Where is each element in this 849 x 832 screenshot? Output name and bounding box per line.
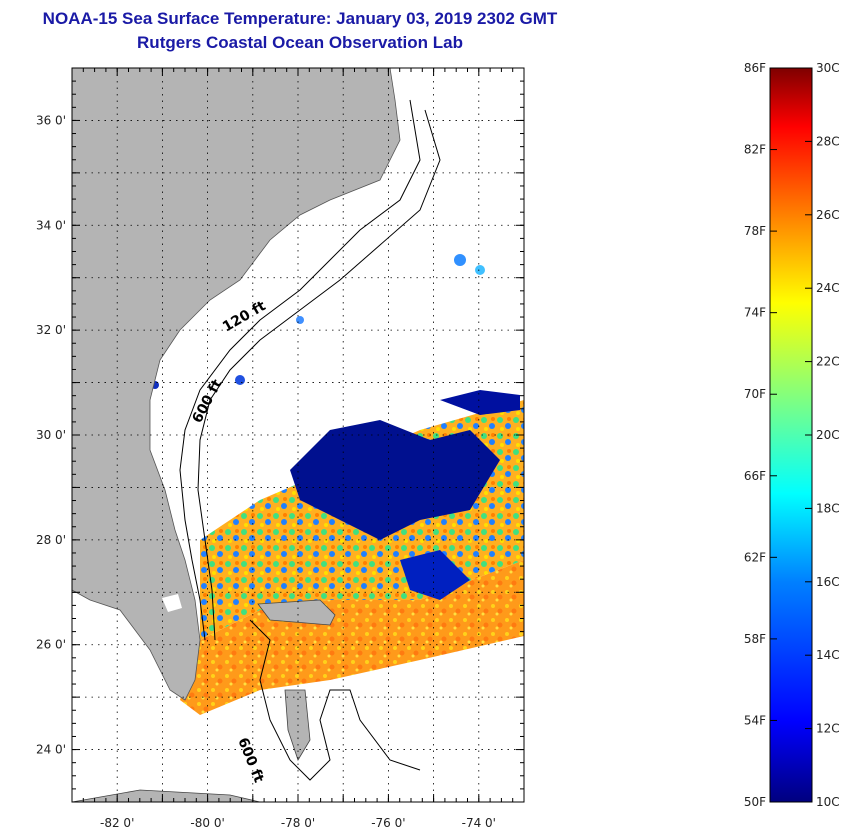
colorbar-label-f: 54F	[744, 713, 766, 727]
colorbar-label-c: 16C	[816, 575, 840, 589]
sst-speck	[454, 254, 466, 266]
colorbar: 86F 82F 78F 74F 70F 66F 62F 58F 54F 50F 30C 28C 26C 2…	[744, 61, 840, 809]
graticule	[72, 68, 524, 802]
colorbar-label-f: 82F	[744, 143, 766, 157]
colorbar-labels: 86F 82F 78F 74F 70F 66F 62F 58F 54F 50F 30C 28C 26C 2…	[744, 61, 840, 809]
land-cuba	[72, 789, 261, 802]
lon-tick-label: -76 0'	[371, 816, 405, 830]
colorbar-label-f: 70F	[744, 387, 766, 401]
land-us-southeast	[72, 68, 401, 701]
map-axes: -82 0' -80 0' -78 0' -76 0' -74 0' 36 0' 34 0'…	[36, 67, 525, 830]
colorbar-label-f: 74F	[744, 306, 766, 320]
lat-tick-label: 34 0'	[36, 218, 66, 232]
colorbar-label-c: 30C	[816, 61, 840, 75]
colorbar-label-c: 12C	[816, 722, 840, 736]
lat-tick-label: 36 0'	[36, 113, 66, 127]
map-plot-area	[72, 68, 524, 802]
colorbar-label-f: 78F	[744, 224, 766, 238]
lat-tick-label: 24 0'	[36, 743, 66, 757]
contour-label-600ft-south: 600 ft	[234, 736, 267, 786]
contour-120ft	[179, 99, 421, 641]
sst-speck	[475, 265, 485, 275]
land-bahamas-grand	[257, 599, 336, 626]
colorbar-label-c: 24C	[816, 281, 840, 295]
colorbar-label-c: 28C	[816, 134, 840, 148]
lat-tick-label: 26 0'	[36, 638, 66, 652]
colorbar-label-f: 86F	[744, 61, 766, 75]
colorbar-label-f: 62F	[744, 550, 766, 564]
lat-tick-label: 28 0'	[36, 533, 66, 547]
land-bahamas-andros	[284, 689, 311, 761]
lon-tick-label: -74 0'	[462, 816, 496, 830]
map-title: NOAA-15 Sea Surface Temperature: January…	[42, 9, 558, 28]
colorbar-label-c: 18C	[816, 501, 840, 515]
colorbar-label-c: 22C	[816, 355, 840, 369]
lat-tick-label: 30 0'	[36, 428, 66, 442]
colorbar-label-f: 58F	[744, 632, 766, 646]
sst-speck	[235, 375, 245, 385]
contour-label-600ft-north: 600 ft	[189, 377, 225, 426]
contour-600ft	[197, 109, 441, 641]
contour-bahamas	[249, 619, 421, 781]
lat-tick-label: 32 0'	[36, 323, 66, 337]
sst-speck	[296, 316, 304, 324]
lon-tick-label: -80 0'	[190, 816, 224, 830]
colorbar-label-c: 26C	[816, 208, 840, 222]
colorbar-label-f: 66F	[744, 469, 766, 483]
colorbar-label-c: 14C	[816, 648, 840, 662]
land-lake-okeechobee	[162, 594, 182, 612]
colorbar-label-f: 50F	[744, 795, 766, 809]
map-subtitle: Rutgers Coastal Ocean Observation Lab	[137, 33, 463, 52]
colorbar-label-c: 10C	[816, 795, 840, 809]
sst-cold-pool	[290, 420, 500, 540]
lon-tick-label: -78 0'	[281, 816, 315, 830]
sst-cold-patch-north	[440, 390, 520, 415]
colorbar-label-c: 20C	[816, 428, 840, 442]
sst-cold-patch-east	[400, 550, 470, 600]
lon-tick-label: -82 0'	[100, 816, 134, 830]
